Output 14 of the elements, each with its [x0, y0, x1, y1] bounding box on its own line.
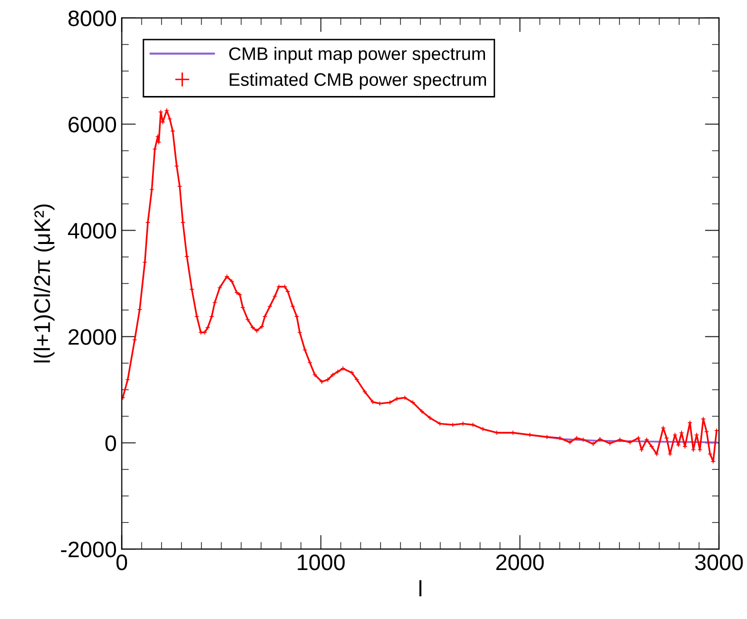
y-tick-label: 4000: [68, 222, 116, 239]
x-tick-label: 0: [116, 554, 128, 570]
y-tick-label: 8000: [68, 10, 116, 26]
x-tick-label: 3000: [695, 554, 743, 570]
x-tick-label: 1000: [298, 554, 345, 570]
y-tick-label: 6000: [68, 116, 116, 132]
y-tick-label: 0: [105, 435, 116, 452]
y-axis-title: l(l+1)Cl/2π (μK²): [34, 204, 55, 362]
legend-label: CMB input map power spectrum: [229, 46, 485, 64]
y-tick-label: 2000: [68, 329, 116, 345]
legend-label: Estimated CMB power spectrum: [230, 72, 486, 90]
y-tick-label: -2000: [61, 542, 116, 558]
x-tick-label: 2000: [496, 554, 544, 570]
x-axis-title: l: [419, 580, 422, 596]
